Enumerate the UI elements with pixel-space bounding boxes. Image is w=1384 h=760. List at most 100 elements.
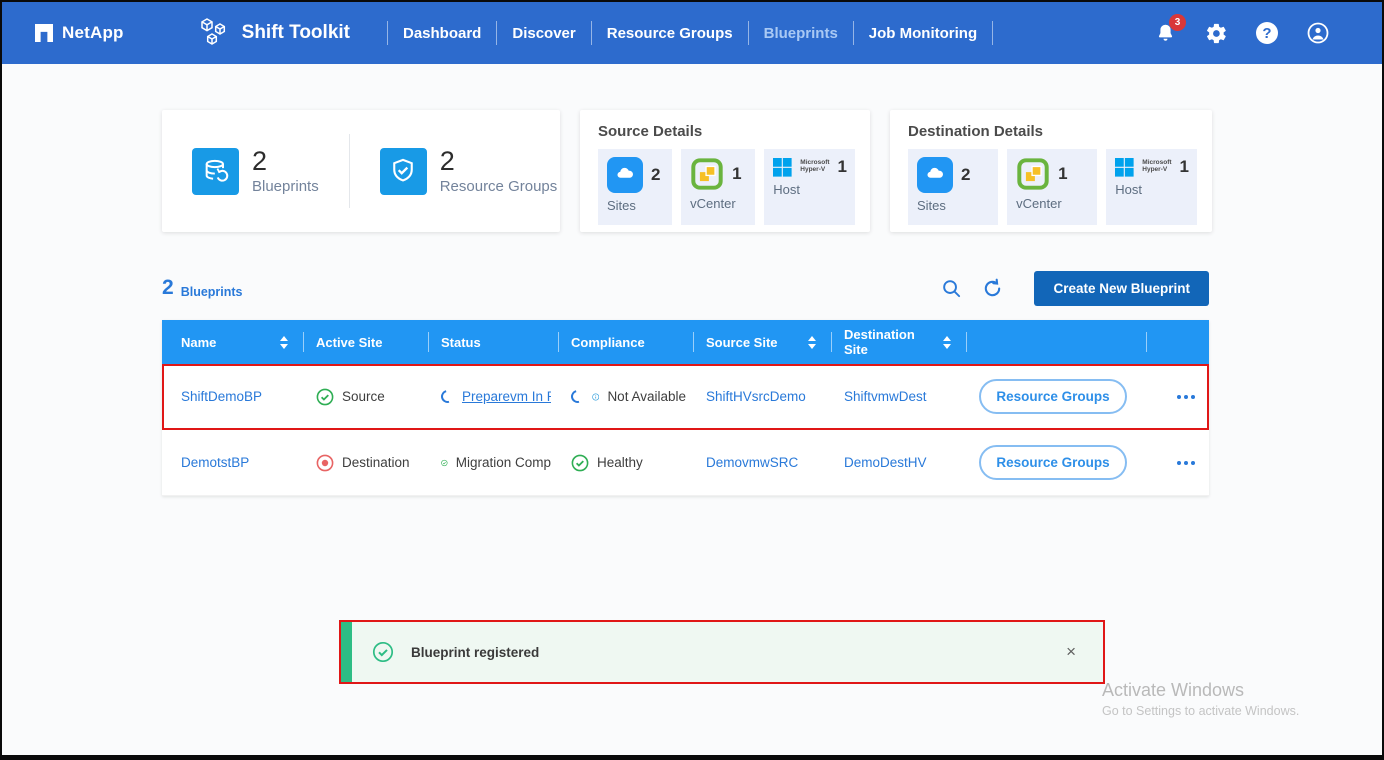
source-sites-count: 2 — [651, 165, 661, 184]
source-vcenter-count: 1 — [732, 164, 742, 183]
toast-close-icon[interactable]: × — [1066, 642, 1076, 661]
resource-groups-button[interactable]: Resource Groups — [979, 445, 1127, 480]
column-header-source-site[interactable]: Source Site — [694, 320, 832, 364]
resource-groups-count: 2 — [439, 145, 455, 176]
netapp-brand[interactable]: NetApp — [35, 23, 124, 43]
sort-icon[interactable] — [943, 335, 951, 349]
resource-groups-stat: 2 Resource Groups — [379, 145, 558, 195]
source-host-count: 1 — [837, 157, 847, 176]
status-loading-spinner-icon — [438, 389, 457, 404]
destination-tiles: 2 Sites 1 vCenter — [908, 149, 1197, 225]
destination-host-tile: Microsoft Hyper-V 1 Host — [1106, 149, 1197, 225]
table-header-row: Name Active Site Status Compliance Sourc… — [162, 320, 1209, 364]
toast-message: Blueprint registered — [411, 644, 540, 660]
hyperv-logo-text: Microsoft Hyper-V — [800, 159, 830, 173]
destination-sites-count: 2 — [961, 165, 971, 184]
table-row: ShiftDemoBP Source Preparevm In Pr Not A… — [162, 364, 1209, 430]
refresh-icon[interactable] — [981, 277, 1003, 299]
nav-divider — [496, 21, 498, 45]
notification-badge: 3 — [1169, 14, 1186, 31]
brand-name: NetApp — [62, 23, 124, 42]
nav-divider — [852, 21, 854, 45]
nav-actions: 3 ? — [1153, 14, 1330, 45]
notifications-bell-icon[interactable]: 3 — [1153, 14, 1186, 45]
stats-divider — [348, 134, 350, 208]
status-value: Migration Comp — [455, 455, 551, 470]
source-vcenter-label: vCenter — [690, 196, 736, 211]
blueprints-count: 2 — [252, 145, 268, 176]
row-more-menu-icon[interactable] — [1177, 460, 1195, 465]
blueprints-list-header: 2 Blueprints Create New Blueprint — [162, 269, 1209, 307]
column-header-actions — [967, 320, 1147, 364]
sort-icon[interactable] — [280, 335, 288, 349]
column-header-destination-site[interactable]: Destination Site — [832, 320, 967, 364]
toast-success-check-icon — [372, 641, 394, 663]
blueprints-stat: 2 Blueprints — [192, 145, 319, 195]
compliance-value: Not Available — [607, 389, 686, 404]
shield-check-icon — [379, 147, 427, 195]
user-account-icon[interactable] — [1306, 21, 1330, 45]
source-details-title: Source Details — [598, 123, 703, 140]
nav-item-blueprints[interactable]: Blueprints — [763, 24, 838, 42]
status-success-check-icon — [441, 459, 448, 466]
sort-icon[interactable] — [808, 335, 816, 349]
blueprints-list-count-label: Blueprints — [180, 284, 243, 299]
blueprint-name-link[interactable]: DemotstBP — [181, 455, 250, 470]
active-site-value: Destination — [342, 455, 410, 470]
source-host-label: Host — [773, 182, 801, 197]
destination-active-target-icon — [316, 454, 334, 471]
toast-notification: Blueprint registered × — [339, 620, 1105, 684]
column-header-status[interactable]: Status — [429, 320, 559, 364]
hyperv-windows-icon — [773, 157, 792, 177]
destination-site-link[interactable]: ShiftvmwDest — [844, 389, 927, 404]
main-nav: Dashboard Discover Resource Groups Bluep… — [372, 21, 1008, 45]
blueprints-database-icon — [192, 147, 239, 195]
resource-groups-label: Resource Groups — [439, 177, 558, 195]
settings-gear-icon[interactable] — [1204, 21, 1228, 45]
person-icon — [1307, 22, 1329, 44]
source-site-link[interactable]: DemovmwSRC — [706, 455, 799, 470]
resource-groups-button[interactable]: Resource Groups — [979, 379, 1127, 414]
gear-icon — [1206, 23, 1226, 43]
create-new-blueprint-button[interactable]: Create New Blueprint — [1034, 270, 1209, 306]
nav-item-discover[interactable]: Discover — [512, 24, 576, 42]
nav-item-job-monitoring[interactable]: Job Monitoring — [868, 24, 978, 42]
blueprints-list-count: 2 — [162, 276, 174, 299]
compliance-value: Healthy — [597, 455, 643, 470]
help-icon[interactable]: ? — [1255, 21, 1279, 45]
compliance-healthy-check-icon — [571, 454, 589, 471]
column-header-compliance[interactable]: Compliance — [559, 320, 694, 364]
question-mark-icon: ? — [1256, 22, 1278, 44]
app-brand[interactable]: Shift Toolkit — [196, 15, 350, 51]
source-host-tile: Microsoft Hyper-V 1 Host — [764, 149, 855, 225]
cloud-icon — [607, 157, 643, 193]
vcenter-icon — [1017, 158, 1049, 190]
vcenter-icon — [691, 158, 723, 190]
blueprints-table: Name Active Site Status Compliance Sourc… — [162, 320, 1209, 496]
nav-item-dashboard[interactable]: Dashboard — [403, 24, 482, 42]
search-icon[interactable] — [940, 277, 962, 299]
destination-vcenter-tile: 1 vCenter — [1007, 149, 1098, 225]
watermark-subtitle: Go to Settings to activate Windows. — [1102, 704, 1300, 718]
status-link[interactable]: Preparevm In Pr — [462, 389, 551, 404]
shift-toolkit-logo-icon — [200, 18, 225, 45]
compliance-loading-spinner-icon — [568, 387, 587, 406]
nav-item-resource-groups[interactable]: Resource Groups — [606, 24, 733, 42]
destination-details-card: Destination Details 2 Sites — [890, 110, 1212, 232]
blueprint-name-link[interactable]: ShiftDemoBP — [181, 389, 263, 404]
destination-site-link[interactable]: DemoDestHV — [844, 455, 927, 470]
destination-sites-tile: 2 Sites — [908, 149, 999, 225]
column-header-name[interactable]: Name — [162, 320, 304, 364]
column-header-menu — [1147, 320, 1209, 364]
row-more-menu-icon[interactable] — [1177, 394, 1195, 399]
destination-host-label: Host — [1115, 182, 1143, 197]
top-navbar: NetApp Shift Toolkit Dashboard Discover … — [2, 2, 1382, 64]
source-site-link[interactable]: ShiftHVsrcDemo — [706, 389, 806, 404]
nav-divider — [387, 21, 388, 45]
table-row: DemotstBP Destination Migration Comp Hea… — [162, 430, 1209, 496]
source-tiles: 2 Sites 1 vCenter — [598, 149, 855, 225]
column-header-active-site[interactable]: Active Site — [304, 320, 429, 364]
hyperv-windows-icon — [1115, 157, 1134, 177]
destination-sites-label: Sites — [917, 198, 946, 213]
